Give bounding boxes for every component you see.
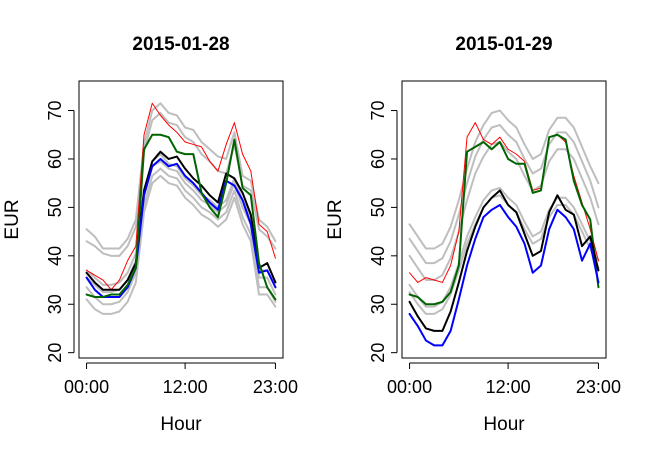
- series-line-4: [85, 167, 277, 306]
- series-line-9: [85, 133, 277, 301]
- y-tick-label: 60: [368, 149, 388, 169]
- x-tick-label: 00:00: [64, 377, 109, 397]
- plot-box: [401, 80, 607, 359]
- panel-left: 2015-01-28 00:00 12:00 23:00 20 30 40 50 60 70 EUR…: [2, 34, 298, 435]
- x-tick-label: 12:00: [163, 377, 208, 397]
- series-line-7: [85, 150, 277, 291]
- y-tick-label: 30: [45, 294, 65, 314]
- y-tick-label: 70: [45, 101, 65, 121]
- series-line-6: [408, 133, 600, 306]
- y-axis-label: EUR: [325, 199, 346, 239]
- series-line-8: [85, 157, 277, 298]
- series-line-0: [85, 102, 277, 250]
- y-tick-label: 20: [45, 343, 65, 363]
- series-line-6: [86, 102, 276, 291]
- x-tick-label: 23:00: [576, 377, 621, 397]
- series-line-2: [85, 153, 277, 289]
- series-line-1: [408, 124, 600, 265]
- chart-title: 2015-01-29: [455, 34, 552, 55]
- y-axis-label: EUR: [2, 199, 23, 239]
- y-tick-label: 30: [368, 294, 388, 314]
- x-tick-label: 23:00: [253, 377, 298, 397]
- x-axis-label: Hour: [483, 414, 525, 435]
- y-tick-label: 40: [45, 246, 65, 266]
- y-tick-label: 40: [368, 246, 388, 266]
- plot-box: [78, 80, 284, 359]
- series-line-0: [408, 109, 600, 250]
- y-tick-label: 70: [368, 101, 388, 121]
- x-tick-label: 12:00: [486, 377, 531, 397]
- series-line-5: [85, 174, 277, 315]
- series-line-8: [408, 203, 600, 347]
- x-axis-label: Hour: [160, 414, 202, 435]
- panel-right: 2015-01-29 00:00 12:00 23:00 20 30 40 50 60 70 EUR…: [325, 34, 621, 435]
- chart-title: 2015-01-28: [132, 34, 229, 55]
- series-line-1: [85, 111, 277, 257]
- x-tick-label: 00:00: [387, 377, 432, 397]
- y-tick-label: 20: [368, 343, 388, 363]
- series-line-4: [408, 194, 600, 315]
- y-tick-label: 50: [45, 197, 65, 217]
- y-tick-label: 60: [45, 149, 65, 169]
- y-tick-label: 50: [368, 197, 388, 217]
- series-line-7: [408, 189, 600, 332]
